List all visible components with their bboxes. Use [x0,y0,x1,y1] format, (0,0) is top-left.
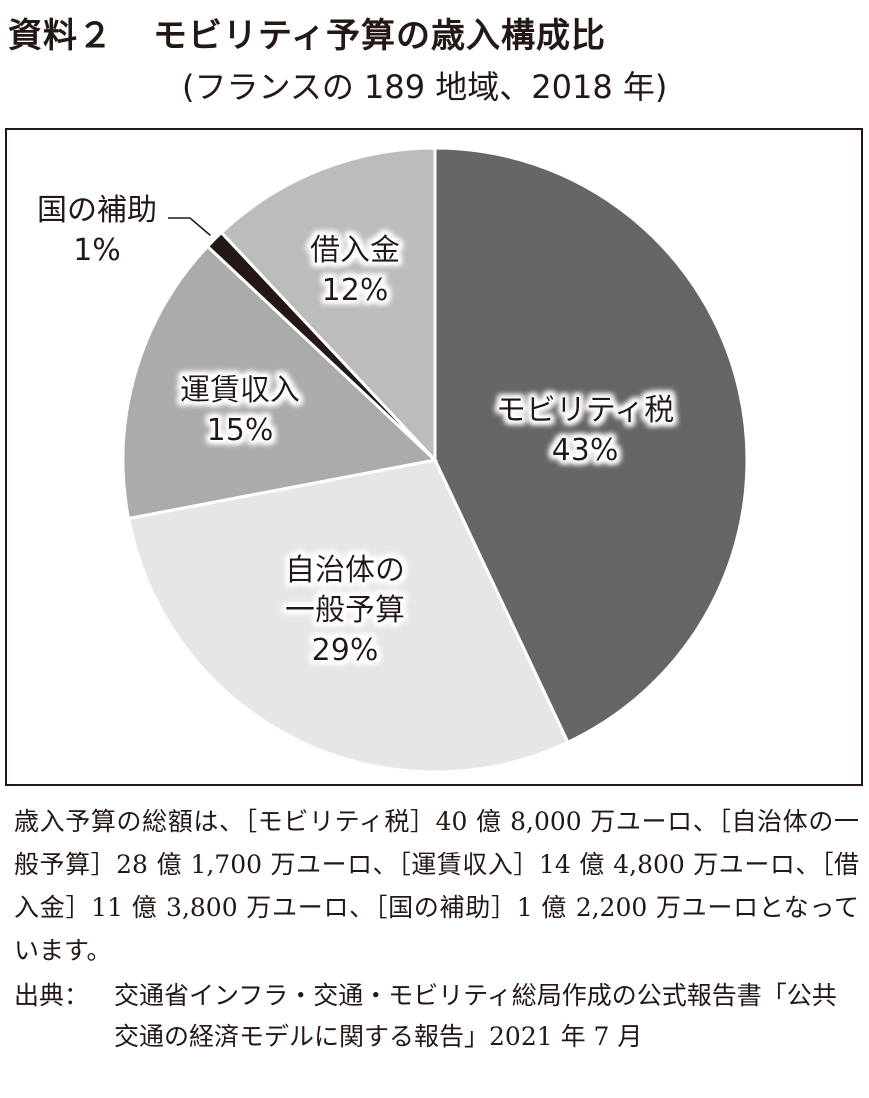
source-label: 出典： [14,981,90,1010]
chart-subtitle: (フランスの 189 地域、2018 年) [182,68,668,106]
slice-value-label: 12% [322,273,389,308]
budget-note: 歳入予算の総額は、［モビリティ税］40 億 8,000 万ユーロ、［自治体の一般… [14,807,859,965]
chart-frame [5,128,863,786]
slice-name-label: 借入金 [310,233,400,268]
chart-title: 資料２ モビリティ予算の歳入構成比 [8,8,606,57]
slice-name-label: 運賃収入 [180,373,300,408]
source: 出典： 交通省インフラ・交通・モビリティ総局作成の公式報告書「公共交通の経済モデ… [14,975,859,1057]
slice-label: モビリティ税 43% [496,393,674,468]
title-text: モビリティ予算の歳入構成比 [153,16,606,56]
slice-name-label: 一般予算 [285,593,405,628]
figure-number: 資料２ [8,16,113,56]
slice-value-label: 1% [73,233,121,268]
slice-value-label: 43% [552,433,619,468]
slice-name-label: モビリティ税 [496,393,674,428]
slice-name-label: 自治体の [285,553,405,588]
pie-slice-3 [121,244,439,521]
pie-slice-2 [126,458,570,774]
pie-chart: モビリティ税 43% 自治体の一般予算 29% 運賃収入 15% 国の補助 1% 借入金 12% [37,146,749,774]
slice-label: 運賃収入 15% [180,373,300,448]
slice-value-label: 15% [207,413,274,448]
slice-name-label: 国の補助 [37,193,157,228]
leader-line [168,217,211,236]
pie-slice-5 [219,146,437,464]
slice-label: 自治体の一般予算 29% [285,553,405,668]
pie-slice-1 [433,146,749,745]
source-text: 交通省インフラ・交通・モビリティ総局作成の公式報告書「公共交通の経済モデルに関す… [114,981,837,1051]
slice-label: 借入金 12% [310,233,400,308]
slice-value-label: 29% [312,633,379,668]
slice-label: 国の補助 1% [37,193,157,268]
